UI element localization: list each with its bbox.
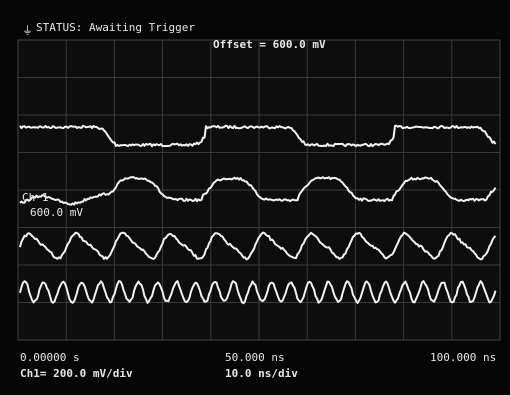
offset-text: Offset = 600.0 mV (213, 38, 326, 51)
channel-offset: 600.0 mV (30, 206, 83, 219)
time-end: 100.000 ns (430, 351, 496, 364)
channel-scale: Ch1= 200.0 mV/div (20, 367, 133, 380)
status-text: STATUS: Awaiting Trigger (36, 21, 195, 34)
trigger-icon: ⏚ (22, 24, 33, 37)
time-start: 0.00000 s (20, 351, 80, 364)
time-center: 50.000 ns (225, 351, 285, 364)
time-scale: 10.0 ns/div (225, 367, 298, 380)
channel-label: Ch 1 (22, 191, 49, 204)
oscilloscope-screen: ⏚ STATUS: Awaiting Trigger Offset = 600.… (0, 0, 510, 395)
